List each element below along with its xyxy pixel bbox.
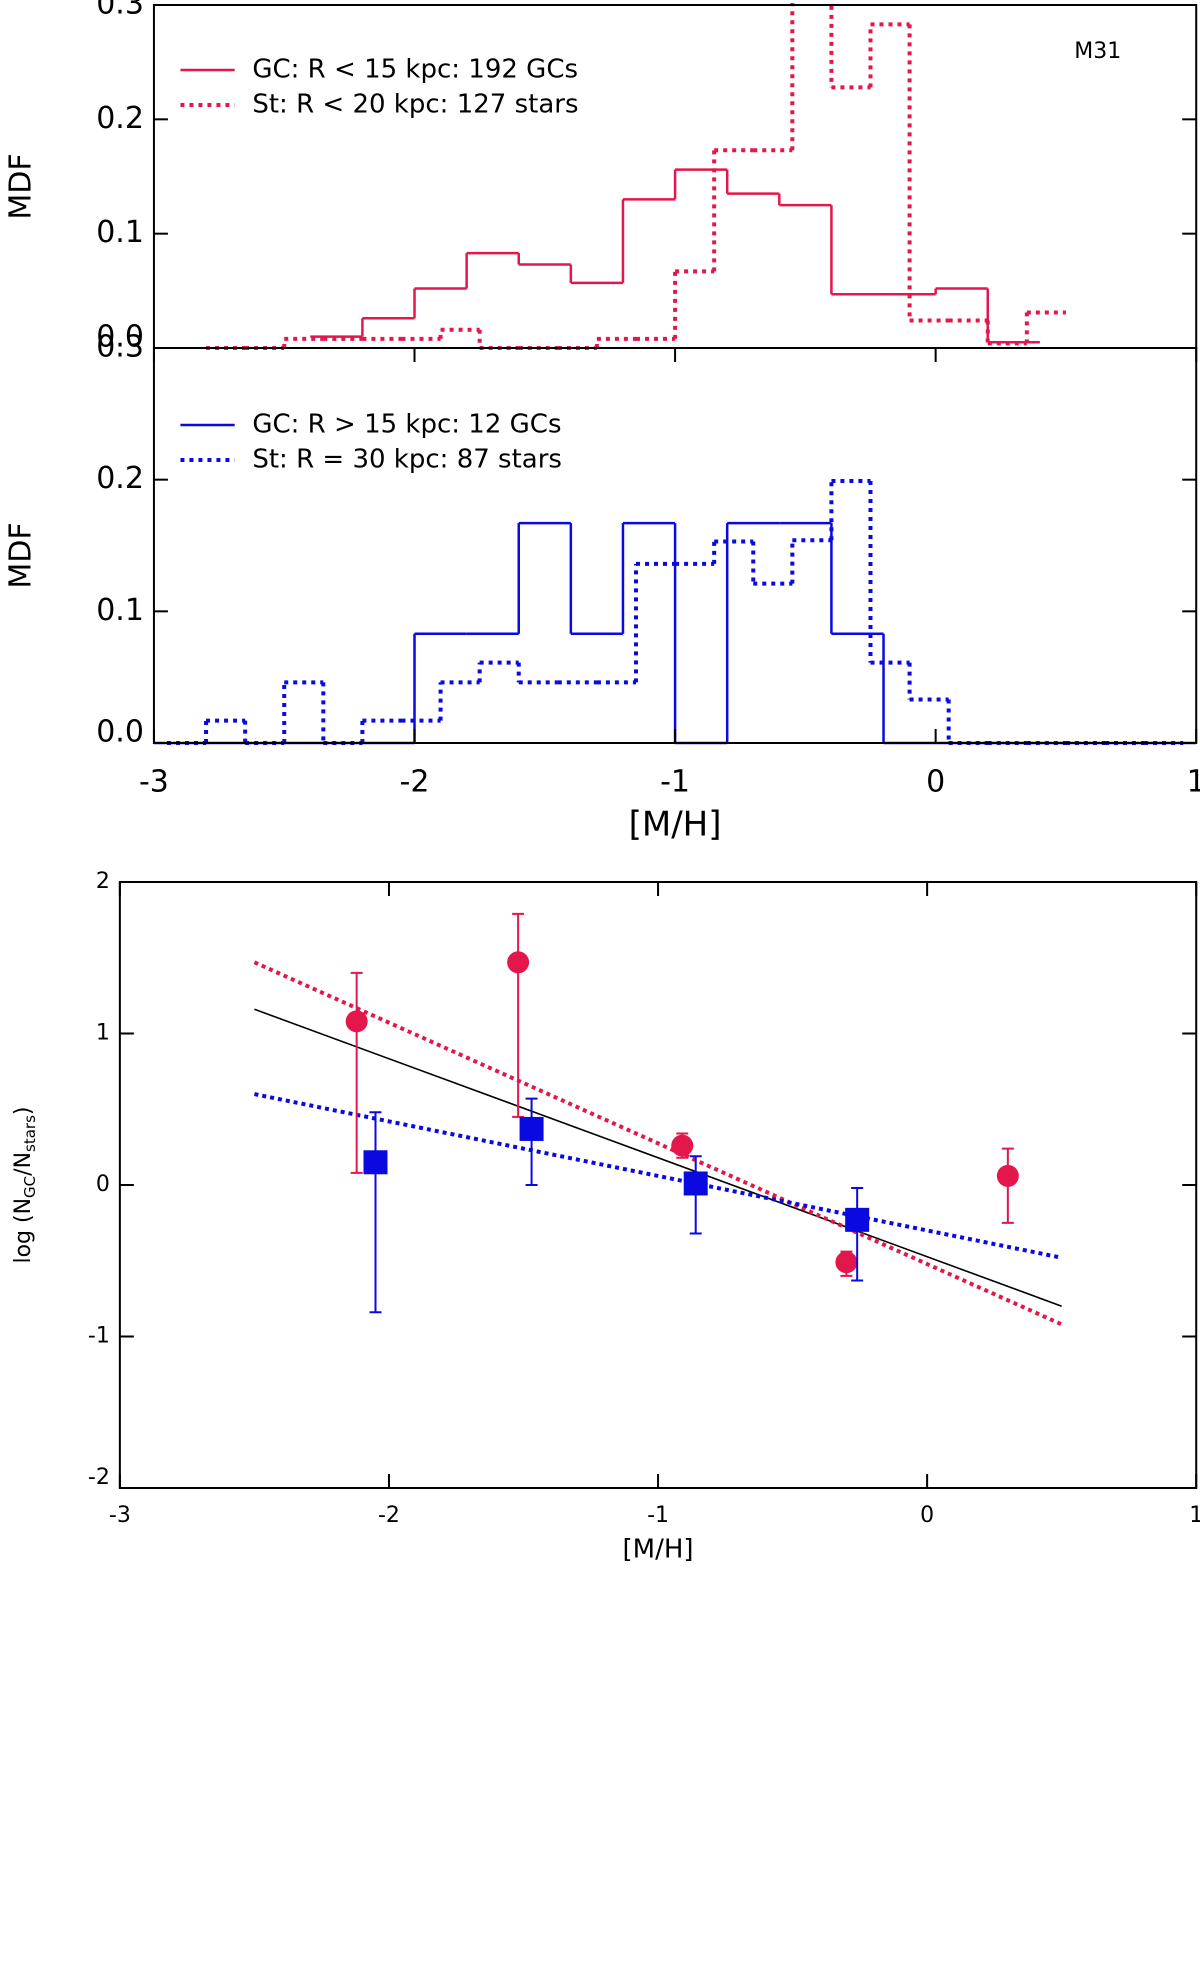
y-tick-label: 0.3 bbox=[96, 0, 144, 22]
marker bbox=[835, 1251, 858, 1274]
marker bbox=[683, 1171, 708, 1196]
error-bar bbox=[512, 912, 525, 1118]
fit-line bbox=[254, 1008, 1062, 1307]
marker bbox=[996, 1164, 1019, 1187]
y-axis-label-part: stars bbox=[21, 1115, 39, 1152]
x-axis-label: [M/H] bbox=[623, 1535, 694, 1565]
scatter-group bbox=[253, 912, 1063, 1327]
x-tick-label: -2 bbox=[378, 1503, 400, 1528]
y-tick-label: 0.3 bbox=[96, 330, 144, 365]
y-tick-label: 0.0 bbox=[96, 320, 144, 355]
x-tick-label: -1 bbox=[660, 765, 690, 800]
marker bbox=[507, 951, 530, 974]
x-tick-label: -2 bbox=[400, 765, 430, 800]
histogram-group bbox=[206, 3, 1066, 350]
x-tick-label: -3 bbox=[139, 765, 169, 800]
x-tick-label: 0 bbox=[926, 765, 945, 800]
legend-label: St: R = 30 kpc: 87 stars bbox=[252, 445, 562, 475]
error-bar bbox=[350, 971, 363, 1174]
annotation: M31 bbox=[1074, 39, 1121, 64]
marker bbox=[345, 1010, 368, 1033]
x-tick-label: 0 bbox=[920, 1503, 934, 1528]
legend-label: St: R < 20 kpc: 127 stars bbox=[252, 90, 578, 120]
fit-line bbox=[254, 1092, 1063, 1260]
y-tick-label: 0.0 bbox=[96, 715, 144, 750]
x-axis-label: [M/H] bbox=[629, 805, 722, 845]
y-axis-label-part: GC bbox=[21, 1176, 39, 1198]
error-bar bbox=[525, 1097, 538, 1186]
x-tick-label: -3 bbox=[109, 1503, 131, 1528]
y-axis-label-part: ) bbox=[11, 1106, 36, 1115]
y-tick-label: 0.2 bbox=[96, 101, 144, 136]
y-axis-label: MDF bbox=[4, 522, 39, 588]
y-tick-label: -1 bbox=[88, 1324, 110, 1349]
legend-label: GC: R < 15 kpc: 192 GCs bbox=[252, 55, 578, 85]
legend-label: GC: R > 15 kpc: 12 GCs bbox=[252, 410, 561, 440]
marker bbox=[845, 1207, 870, 1232]
plot-frame bbox=[118, 881, 1198, 1489]
x-tick-label: -1 bbox=[647, 1503, 669, 1528]
histogram-group bbox=[153, 478, 1197, 745]
y-tick-label: 0.1 bbox=[96, 215, 144, 250]
error-bar bbox=[369, 1111, 382, 1314]
y-axis-label: MDF bbox=[4, 153, 39, 219]
y-axis-label-part: /N bbox=[11, 1152, 36, 1176]
x-tick-label: 1 bbox=[1187, 765, 1200, 800]
fit-line bbox=[253, 960, 1063, 1327]
marker bbox=[363, 1150, 388, 1175]
marker bbox=[671, 1134, 694, 1157]
x-tick-label: 1 bbox=[1189, 1503, 1200, 1528]
y-axis-label-part: log (N bbox=[11, 1198, 36, 1264]
y-tick-label: 1 bbox=[96, 1021, 110, 1046]
y-tick-label: 0.2 bbox=[96, 461, 144, 496]
marker bbox=[519, 1116, 544, 1141]
y-axis-label: log (NGC/Nstars) bbox=[11, 1106, 39, 1263]
error-bar bbox=[851, 1187, 864, 1282]
y-tick-label: 0.1 bbox=[96, 593, 144, 628]
y-tick-label: 2 bbox=[96, 869, 110, 894]
y-tick-label: 0 bbox=[96, 1172, 110, 1197]
y-tick-label: -2 bbox=[88, 1465, 110, 1490]
